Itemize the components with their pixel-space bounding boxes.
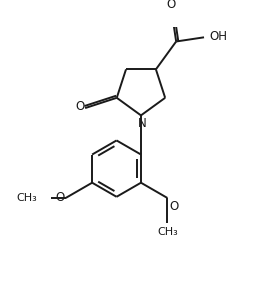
Text: CH₃: CH₃ <box>157 226 178 236</box>
Text: O: O <box>169 200 178 213</box>
Text: O: O <box>166 0 175 11</box>
Text: OH: OH <box>209 30 227 43</box>
Text: O: O <box>75 100 85 114</box>
Text: CH₃: CH₃ <box>16 193 37 203</box>
Text: O: O <box>55 191 64 204</box>
Text: N: N <box>138 117 147 130</box>
